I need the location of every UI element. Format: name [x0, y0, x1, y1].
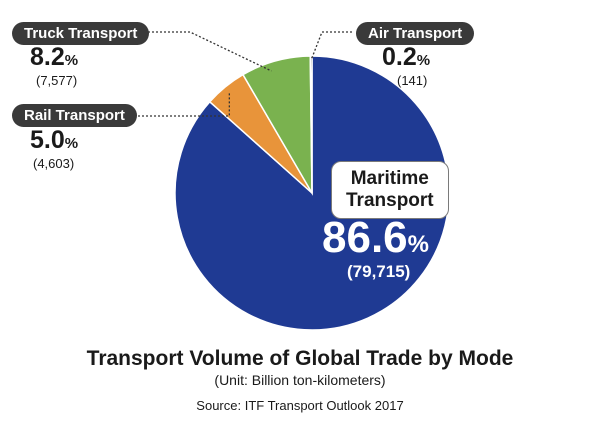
rail-transport-percent: 5.0%: [30, 126, 79, 154]
air-transport-value: (141): [397, 73, 428, 88]
maritime-label-line-2: Transport: [346, 190, 434, 211]
truck-leader-line: [140, 31, 272, 72]
air-leader-line: [310, 31, 352, 61]
rail-transport-value: (4,603): [33, 156, 75, 171]
leader-lines: [130, 31, 352, 117]
chart-subtitle: (Unit: Billion ton-kilometers): [214, 372, 386, 388]
pie-slice-air-transport: [309, 55, 313, 194]
air-transport-label: Air Transport: [356, 22, 475, 45]
truck-transport-percent: 8.2%: [30, 43, 79, 71]
maritime-label-line-1: Maritime: [350, 168, 429, 189]
chart-title: Transport Volume of Global Trade by Mode: [86, 347, 514, 370]
truck-transport-label: Truck Transport: [12, 22, 150, 45]
chart-source: Source: ITF Transport Outlook 2017: [196, 398, 404, 413]
maritime-transport-percent: 86.6%: [322, 213, 429, 262]
rail-transport-label: Rail Transport: [12, 104, 137, 127]
air-transport-percent: 0.2%: [382, 43, 431, 71]
maritime-transport-value: (79,715): [347, 262, 411, 281]
rail-leader-line: [130, 92, 230, 117]
maritime-transport-label: Maritime Transport: [331, 161, 449, 219]
truck-transport-value: (7,577): [36, 73, 78, 88]
